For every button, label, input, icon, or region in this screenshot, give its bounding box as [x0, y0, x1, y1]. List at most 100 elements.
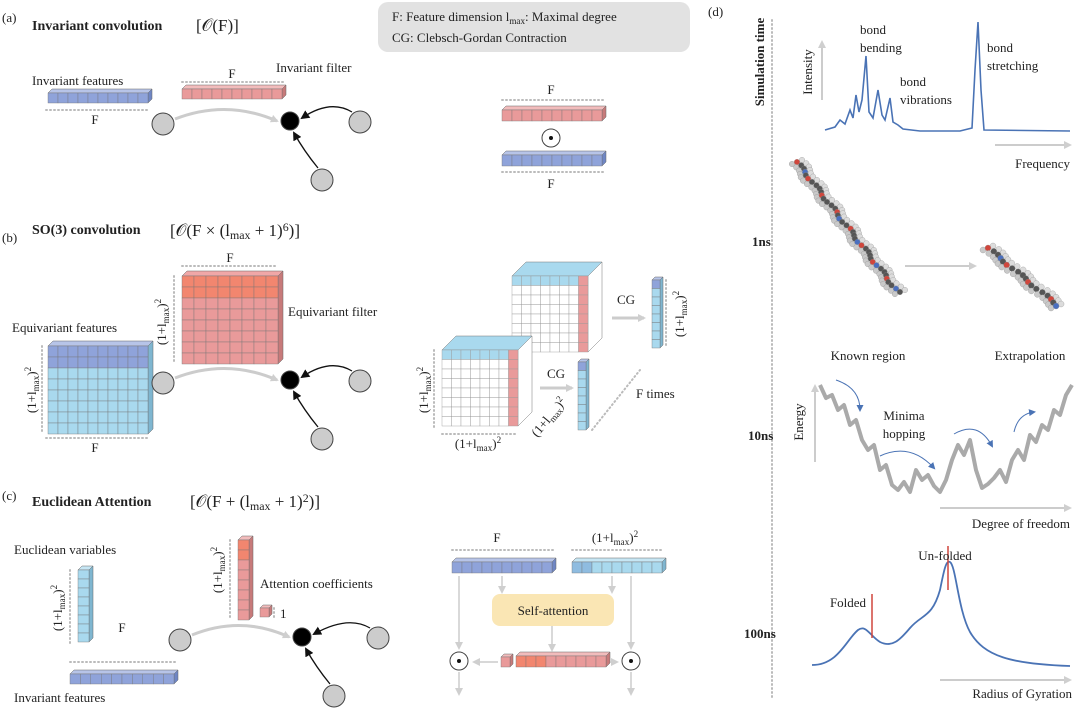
cube-cell — [540, 285, 551, 296]
cube-cell — [530, 304, 541, 315]
hop-arrow — [1013, 409, 1036, 433]
tensor-cell — [217, 330, 231, 343]
time-axis-label: Simulation time — [752, 18, 767, 107]
dim-label: F — [228, 66, 235, 81]
panel-tag: (d) — [708, 4, 723, 19]
cube-cell — [498, 359, 509, 370]
cube-cell — [521, 313, 532, 324]
cube-cell — [479, 387, 490, 398]
cube-cell — [540, 323, 551, 334]
cube-cell — [489, 359, 500, 370]
cube-cell — [441, 359, 452, 370]
peak-label: bond — [900, 74, 927, 89]
tensor-side — [659, 276, 664, 349]
cube-cell — [578, 323, 589, 334]
label-part: 2 — [303, 491, 309, 505]
cube-cell — [540, 332, 551, 343]
tensor-top — [571, 557, 667, 563]
tensor-side — [88, 565, 94, 643]
label-part: (1+l — [672, 315, 687, 337]
tensor-cell — [237, 569, 250, 581]
tensor-cell — [107, 411, 119, 424]
tensor-cell — [117, 345, 129, 358]
cube-cell — [470, 397, 481, 408]
cube-cell — [559, 332, 570, 343]
tensor-cell — [137, 400, 149, 413]
cube-cell — [451, 359, 462, 370]
label-part: F: Feature dimension l — [392, 9, 510, 24]
cube-cell — [511, 313, 522, 324]
tensor-cell — [229, 319, 243, 332]
tensor-cell — [137, 389, 149, 402]
tensor-cell — [591, 109, 603, 122]
tensor-cell — [237, 609, 250, 621]
node — [310, 168, 334, 192]
cube-cell — [441, 368, 452, 379]
tensor-cell — [237, 549, 250, 561]
cube-cell — [540, 304, 551, 315]
tensor-cell — [87, 345, 99, 358]
tensor-cell — [107, 345, 119, 358]
tensor-cell — [501, 561, 513, 574]
tensor-cell — [551, 109, 563, 122]
tensor-cell — [69, 673, 81, 685]
tensor-cell — [57, 367, 69, 380]
tensor-cell — [107, 378, 119, 391]
tensor-cell — [193, 308, 207, 321]
tensor-cell — [77, 411, 89, 424]
tensor-cell — [97, 356, 109, 369]
tensor-cell — [525, 655, 537, 668]
tensor-cell — [535, 655, 547, 668]
tensor-cell — [201, 88, 213, 100]
atom — [864, 261, 871, 267]
label-part: 2 — [23, 366, 33, 371]
label-part: (1+l — [50, 609, 65, 631]
cube-cell — [568, 332, 579, 343]
cube-cell — [511, 275, 522, 286]
tensor-cell — [591, 561, 603, 574]
tensor-cell — [193, 275, 207, 288]
panel-title: Invariant convolution — [32, 19, 163, 34]
label-part: max — [57, 593, 67, 609]
tensor-cell — [555, 655, 567, 668]
label-part: max — [614, 537, 630, 547]
cube-cell — [549, 304, 560, 315]
cube-cell — [441, 406, 452, 417]
label-part: (1+l — [210, 571, 225, 593]
tensor-cell — [163, 673, 175, 685]
cube-cell — [489, 387, 500, 398]
tensor-cell — [241, 341, 255, 354]
tensor-cell — [97, 378, 109, 391]
label-part: max — [509, 16, 525, 26]
tensor-cell — [511, 154, 523, 167]
label-part: 2 — [634, 529, 639, 539]
tensor-cell — [87, 389, 99, 402]
node — [348, 369, 372, 393]
node — [151, 112, 175, 136]
cube-cell — [540, 342, 551, 353]
tensor-cell — [67, 411, 79, 424]
tensor-cell — [47, 411, 59, 424]
cube-cell — [578, 304, 589, 315]
message-arrow — [174, 366, 279, 382]
tensor-cell — [241, 352, 255, 365]
tensor-cell — [191, 88, 203, 100]
cube-cell — [559, 275, 570, 286]
features-label: Invariant features — [14, 690, 105, 705]
tensor-cell — [47, 400, 59, 413]
cube-cell — [489, 378, 500, 389]
cube-cell — [511, 304, 522, 315]
tensor — [69, 669, 179, 685]
tensor-cell — [571, 154, 583, 167]
tensor-cell — [127, 367, 139, 380]
cube-cell — [511, 294, 522, 305]
label-part: 2 — [497, 435, 502, 445]
tensor-cell — [77, 356, 89, 369]
cube-cell — [508, 387, 519, 398]
cube-cell — [498, 416, 509, 427]
tensor-cell — [205, 297, 219, 310]
label-part: max — [31, 375, 41, 391]
tensor-cell — [551, 154, 563, 167]
tensor-cell — [253, 297, 267, 310]
tensor — [181, 270, 284, 365]
